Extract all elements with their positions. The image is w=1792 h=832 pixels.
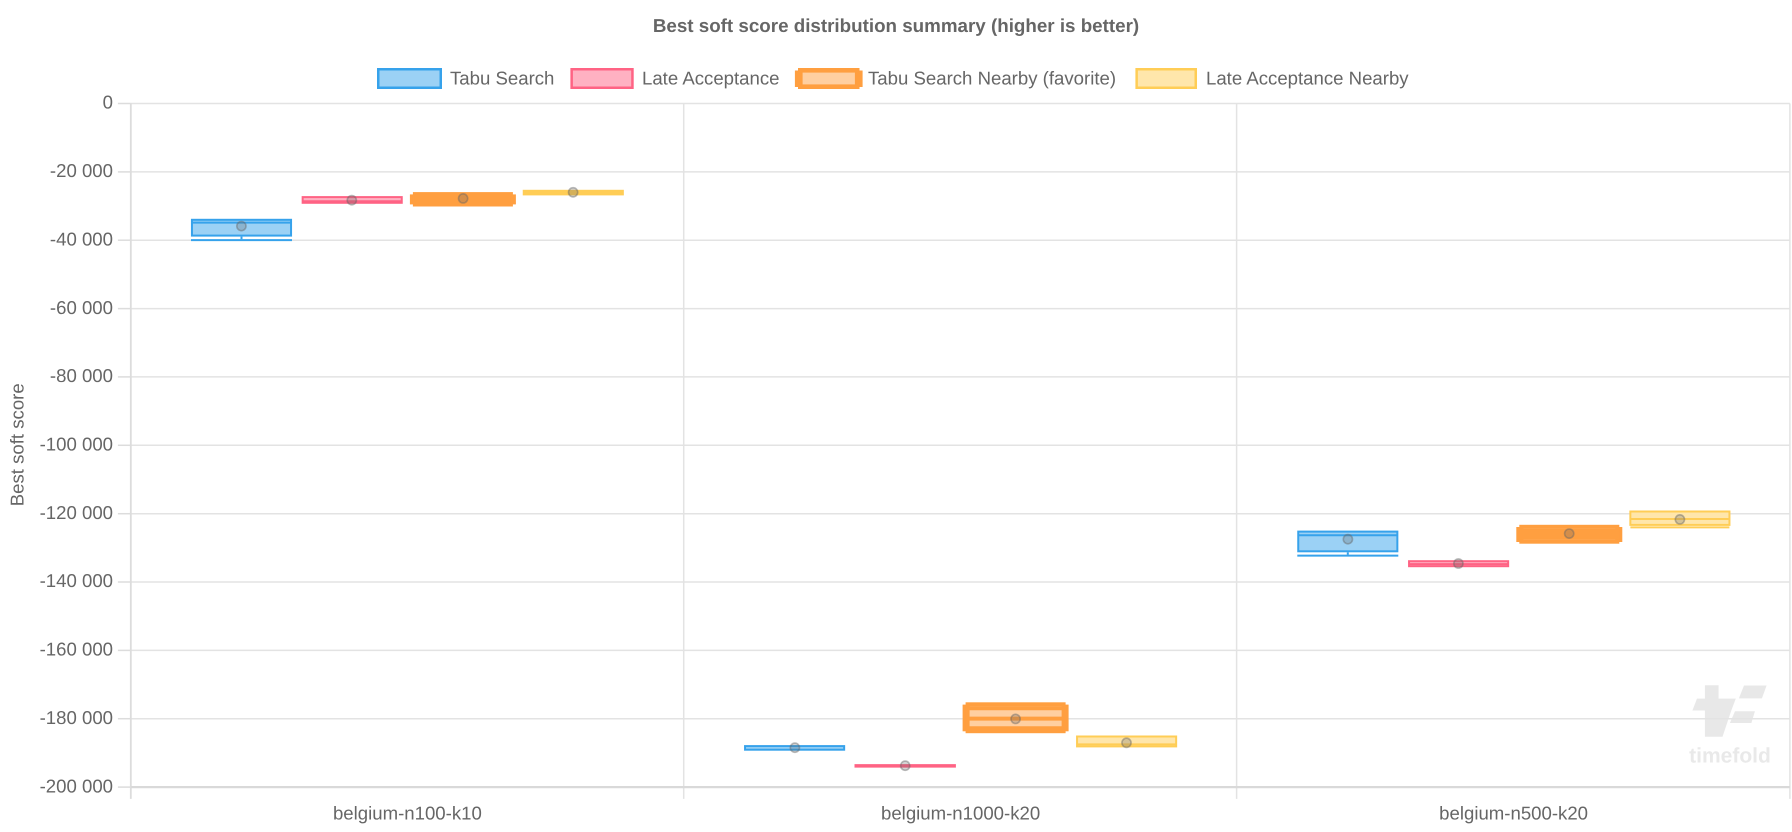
svg-text:Tabu Search Nearby (favorite): Tabu Search Nearby (favorite) <box>868 68 1116 89</box>
svg-text:0: 0 <box>103 92 113 113</box>
svg-text:-160 000: -160 000 <box>40 639 113 660</box>
svg-text:-200 000: -200 000 <box>40 775 113 796</box>
svg-text:-80 000: -80 000 <box>50 365 113 386</box>
svg-text:Late Acceptance: Late Acceptance <box>642 68 780 89</box>
svg-text:-100 000: -100 000 <box>40 434 113 455</box>
svg-text:-180 000: -180 000 <box>40 707 113 728</box>
svg-text:-120 000: -120 000 <box>40 502 113 523</box>
svg-text:Best soft score: Best soft score <box>6 383 27 506</box>
svg-text:-60 000: -60 000 <box>50 297 113 318</box>
svg-text:-40 000: -40 000 <box>50 228 113 249</box>
svg-text:belgium-n100-k10: belgium-n100-k10 <box>333 803 482 824</box>
svg-text:belgium-n500-k20: belgium-n500-k20 <box>1439 803 1588 824</box>
svg-text:-140 000: -140 000 <box>40 570 113 591</box>
svg-text:timefold: timefold <box>1689 745 1771 768</box>
svg-text:Late Acceptance Nearby: Late Acceptance Nearby <box>1206 68 1409 89</box>
svg-text:Best soft score distribution s: Best soft score distribution summary (hi… <box>653 15 1139 36</box>
svg-text:belgium-n1000-k20: belgium-n1000-k20 <box>881 803 1040 824</box>
svg-text:Tabu Search: Tabu Search <box>450 68 554 89</box>
svg-text:-20 000: -20 000 <box>50 160 113 181</box>
